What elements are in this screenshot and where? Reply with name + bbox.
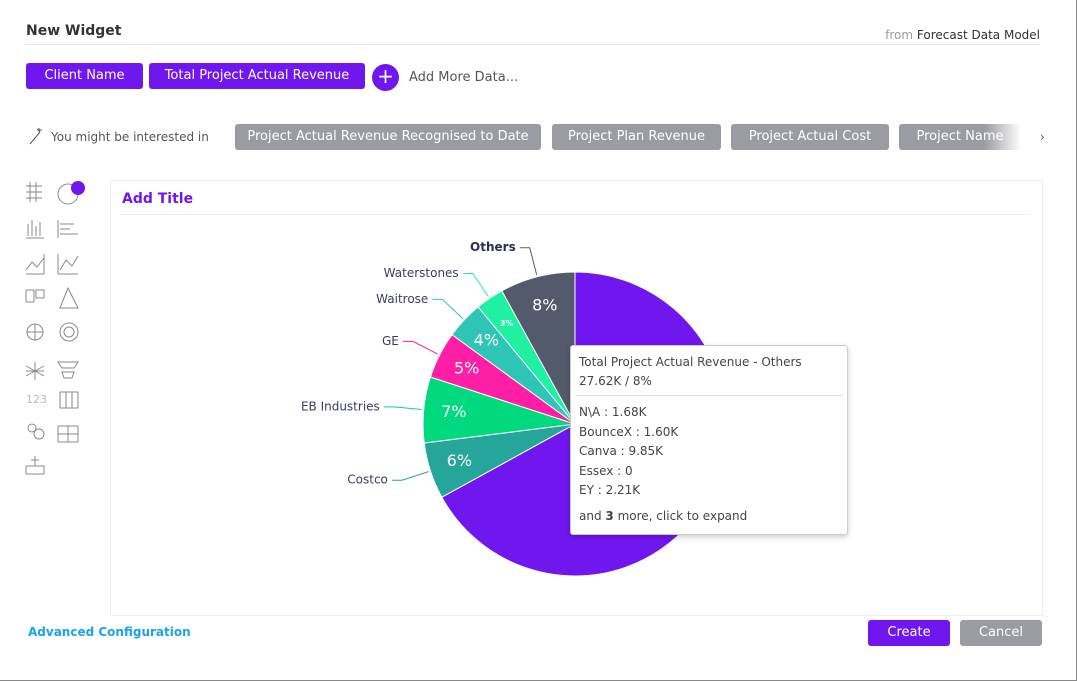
source[interactable]: Forecast Data Model <box>916 28 1040 42</box>
cancel-button[interactable]: Cancel <box>960 620 1042 646</box>
tooltip-title: Total Project Actual Revenue - Others <box>579 355 802 369</box>
tooltip-line: Canva : 9.85K <box>579 444 664 458</box>
field-chip[interactable]: Client Name <box>26 63 143 89</box>
chart-type-icons <box>25 181 85 475</box>
leader-line <box>402 340 439 355</box>
more-suffix: more, click to expand <box>617 509 748 523</box>
more-count: 3 <box>605 509 614 523</box>
tooltip: Total Project Actual Revenue - Others 27… <box>570 345 848 535</box>
tooltip-line: N\A : 1.68K <box>579 405 647 419</box>
scroll-right[interactable]: › <box>1040 130 1045 144</box>
advanced-config[interactable]: Advanced Configuration <box>28 625 191 639</box>
wand-icon <box>29 128 42 145</box>
category-label: EB Industries <box>301 399 380 413</box>
slice-label: 5% <box>454 358 479 377</box>
category-label: Waterstones <box>384 266 459 280</box>
suggestion-chip[interactable]: Project Name <box>899 124 1021 150</box>
tooltip-more[interactable]: and 3 more, click to expand <box>579 509 747 523</box>
chart-title[interactable]: Add Title <box>122 191 194 207</box>
leader-line <box>391 471 429 481</box>
suggest-label: You might be interested in <box>51 130 209 144</box>
leader-line <box>432 298 464 319</box>
tooltip-line: EY : 2.21K <box>579 483 641 497</box>
tooltip-line: Essex : 0 <box>579 464 633 478</box>
tooltip-line: BounceX : 1.60K <box>579 425 679 439</box>
add-button[interactable]: + <box>372 64 399 91</box>
category-label: Others <box>470 240 516 254</box>
divider <box>26 44 1040 45</box>
leader-line <box>462 272 489 297</box>
category-label: Costco <box>347 473 388 487</box>
suggestion-chip[interactable]: Project Actual Revenue Recognised to Dat… <box>235 124 541 150</box>
slice-label: 3% <box>500 319 514 328</box>
divider <box>120 214 1031 215</box>
suggestion-chip[interactable]: Project Plan Revenue <box>552 124 721 150</box>
slice-label: 8% <box>532 296 557 315</box>
leader-line <box>383 406 422 411</box>
pie-slice <box>501 271 576 425</box>
slice-label: 4% <box>474 330 499 349</box>
slice-label: 7% <box>441 402 466 421</box>
category-label: GE <box>382 334 399 348</box>
add-more[interactable]: Add More Data... <box>409 70 519 85</box>
source-prefix: from <box>885 28 914 42</box>
tooltip-summary: 27.62K / 8% <box>579 374 652 388</box>
number-icon[interactable]: 123 <box>26 393 47 406</box>
category-label: Waitrose <box>376 292 428 306</box>
create-button[interactable]: Create <box>868 620 950 646</box>
suggestion-chip[interactable]: Project Actual Cost <box>731 124 889 150</box>
slice-label: 6% <box>447 451 472 470</box>
header-source: from Forecast Data Model <box>885 28 1040 42</box>
leader-line <box>519 247 538 275</box>
chart-panel <box>110 180 1043 616</box>
more-prefix: and <box>579 509 602 523</box>
header-title: New Widget <box>26 23 122 39</box>
tooltip-divider <box>575 395 843 396</box>
field-chip[interactable]: Total Project Actual Revenue <box>149 63 365 89</box>
